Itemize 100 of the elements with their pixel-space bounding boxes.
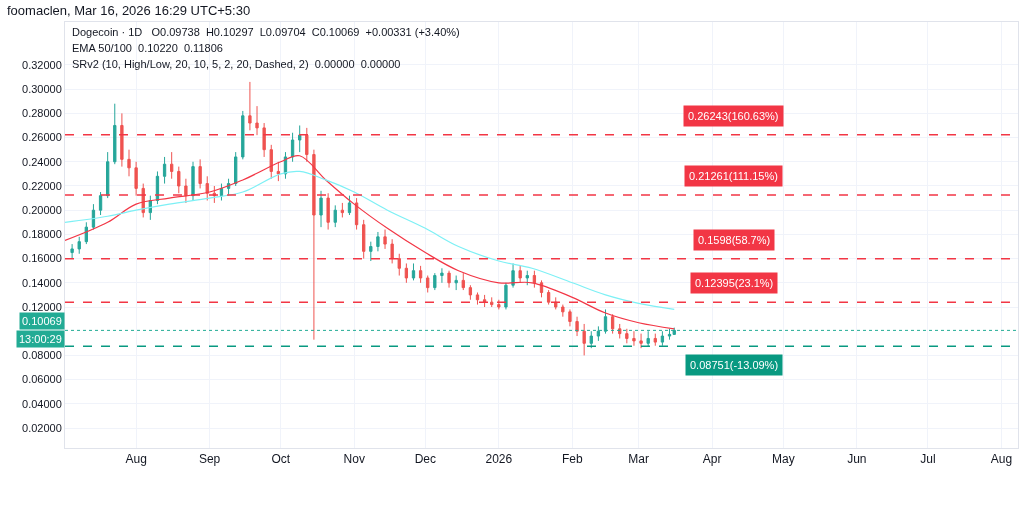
candlestick — [340, 202, 345, 218]
candlestick — [582, 323, 586, 356]
y-tick-label: 0.20000 — [22, 204, 62, 217]
candlestick — [219, 183, 224, 202]
line-series — [65, 170, 675, 311]
candlestick — [269, 144, 273, 180]
candlestick — [248, 81, 252, 131]
y-tick-label: 0.14000 — [22, 276, 62, 289]
y-tick-label: 0.28000 — [22, 107, 62, 120]
candlestick — [653, 333, 657, 347]
annotation: SRv2 (10, High/Low, 20, 10, 5, 2, 20, Dashed, 2) 0.00000 0.00000 — [72, 58, 401, 70]
x-tick-label: Jun — [847, 452, 867, 467]
candlestick — [390, 238, 394, 264]
candlestick — [255, 105, 259, 136]
x-tick-label: Mar — [628, 452, 650, 467]
ref-line-label: 0.12395(23.1%) — [695, 277, 774, 289]
candlestick — [475, 291, 480, 306]
candlestick — [305, 127, 309, 163]
candlestick — [532, 270, 537, 289]
candlestick — [113, 103, 117, 165]
candlestick — [191, 161, 195, 202]
candlestick — [625, 328, 629, 344]
x-tick-label: Feb — [561, 452, 583, 467]
y-tick-label: 0.22000 — [22, 179, 62, 192]
candlestick — [589, 330, 593, 349]
y-tick-label: 0.16000 — [22, 252, 62, 265]
candlestick — [312, 149, 316, 341]
x-tick-label: Nov — [343, 452, 365, 467]
candlestick — [575, 316, 579, 337]
candlestick — [290, 132, 295, 163]
candlestick — [426, 275, 430, 293]
candlestick — [383, 229, 387, 250]
x-tick-label: Jul — [920, 452, 936, 467]
candlestick — [276, 161, 281, 182]
candlestick — [440, 267, 444, 284]
candlestick — [618, 323, 622, 339]
y-tick-label: 0.12000 — [22, 300, 62, 313]
candlestick — [205, 175, 209, 202]
candlestick — [319, 190, 323, 228]
candlestick — [660, 330, 665, 347]
candlestick — [362, 219, 366, 260]
x-tick-label: 2026 — [485, 452, 513, 467]
candlestick — [98, 191, 103, 216]
candlestick — [468, 284, 473, 301]
y-tick-label: 0.32000 — [22, 58, 62, 71]
candlestick — [539, 279, 544, 298]
x-tick-label: Oct — [271, 452, 291, 467]
candlestick — [561, 304, 565, 318]
candlestick — [404, 262, 409, 284]
candlestick — [241, 110, 245, 160]
candlestick — [162, 156, 167, 185]
candlestick — [411, 262, 416, 281]
x-tick-label: Sep — [198, 452, 221, 467]
candlestick — [234, 151, 238, 187]
text: 13:00:29 — [19, 333, 62, 345]
candlestick — [184, 178, 188, 204]
candlestick — [497, 299, 501, 310]
candlestick — [490, 296, 494, 308]
candlestick — [525, 270, 529, 286]
candlestick — [134, 161, 138, 197]
chart-title: Dogecoin · 1D O0.09738 H0.10297 L0.09704 C0.10069 +0.00331 (+3.40%) — [72, 26, 460, 38]
candlestick — [568, 308, 572, 327]
candlestick — [262, 122, 266, 158]
ref-line-label: 0.10069 — [22, 315, 62, 327]
candlestick — [376, 231, 380, 252]
text: foomaclen, Mar 16, 2026 16:29 UTC+5:30 — [7, 3, 251, 18]
candlestick — [546, 289, 551, 306]
candlestick — [106, 151, 110, 199]
candlestick — [518, 265, 522, 284]
ref-line-label: 0.1598(58.7%) — [698, 234, 771, 246]
x-tick-label: Aug — [125, 452, 147, 467]
candlestick — [198, 158, 202, 189]
candlestick — [504, 282, 508, 310]
x-tick-label: Dec — [414, 452, 437, 467]
candlestick — [347, 195, 352, 216]
y-tick-label: 0.30000 — [22, 83, 62, 96]
candlestick — [70, 243, 74, 260]
ref-line-label: 0.08751(-13.09%) — [690, 359, 779, 371]
candlestick — [170, 151, 174, 180]
candlestick — [298, 124, 302, 153]
ref-line-label: 0.26243(160.63%) — [688, 110, 779, 122]
candlestick — [369, 241, 373, 262]
y-tick-label: 0.18000 — [22, 228, 62, 241]
candlestick — [461, 272, 465, 291]
annotation: EMA 50/100 0.10220 0.11806 — [72, 42, 223, 54]
candlestick — [632, 330, 636, 347]
candlestick — [447, 270, 451, 289]
y-tick-label: 0.04000 — [22, 397, 62, 410]
y-tick-label: 0.26000 — [22, 131, 62, 144]
candlestick — [120, 112, 124, 168]
candlestick — [639, 333, 643, 349]
candlestick — [610, 313, 615, 335]
candlestick — [418, 265, 423, 284]
ref-line-label: 0.21261(111.15%) — [689, 170, 778, 182]
y-tick-label: 0.24000 — [22, 155, 62, 168]
x-tick-label: May — [771, 452, 795, 467]
candlestick — [127, 149, 131, 177]
y-tick-label: 0.02000 — [22, 421, 62, 434]
candlestick — [511, 262, 515, 289]
x-tick-label: Apr — [702, 452, 722, 467]
